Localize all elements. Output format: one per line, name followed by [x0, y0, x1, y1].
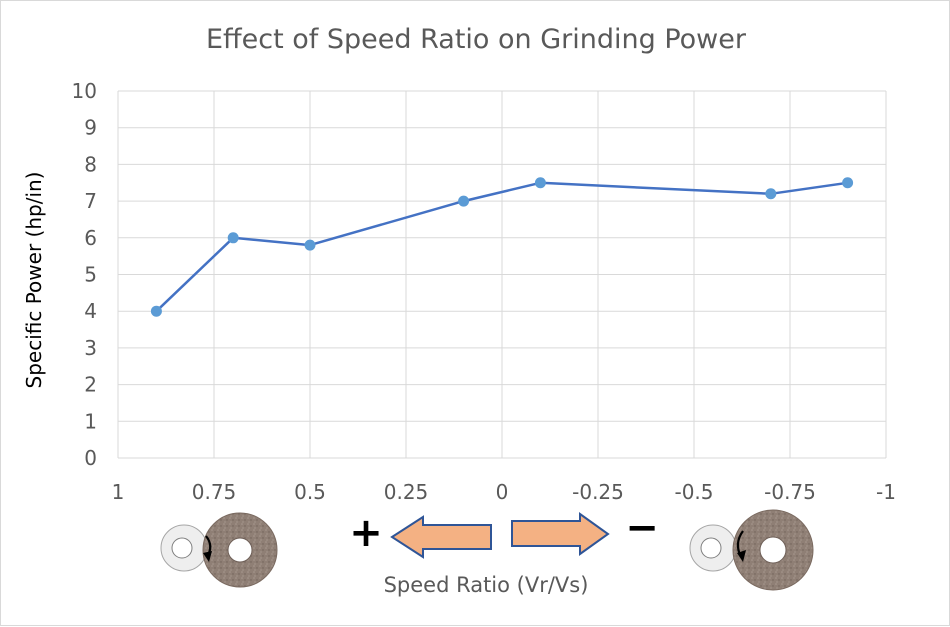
x-tick-label: 0.25	[384, 480, 429, 504]
x-tick-label: 0.5	[294, 480, 326, 504]
y-tick-label: 3	[84, 336, 97, 360]
x-tick-label: -1	[876, 480, 896, 504]
y-tick-label: 9	[84, 116, 97, 140]
x-axis-ticks: 1 0.75 0.5 0.25 0 -0.25 -0.5 -0.75 -1	[112, 480, 896, 504]
y-tick-label: 6	[84, 226, 97, 250]
data-point	[765, 188, 777, 200]
x-tick-label: -0.5	[674, 480, 713, 504]
negative-ratio-wheels-icon	[689, 509, 814, 591]
gridlines	[117, 90, 887, 459]
y-axis-ticks: 0 1 2 3 4 5 6 7 8 9 10	[72, 79, 97, 470]
x-tick-label: 0	[496, 480, 509, 504]
x-tick-label: -0.25	[572, 480, 624, 504]
y-tick-label: 2	[84, 373, 97, 397]
left-arrow-icon	[390, 515, 492, 559]
y-tick-label: 1	[84, 409, 97, 433]
data-point	[150, 305, 162, 317]
x-tick-label: 1	[112, 480, 125, 504]
y-tick-label: 7	[84, 189, 97, 213]
data-point	[458, 195, 470, 207]
y-axis-label: Specific Power (hp/in)	[22, 172, 46, 389]
chart-title: Effect of Speed Ratio on Grinding Power	[206, 24, 747, 55]
y-tick-label: 10	[72, 79, 97, 103]
data-series	[150, 177, 854, 317]
data-point	[227, 232, 239, 244]
negative-sign: −	[625, 505, 659, 551]
positive-sign: +	[349, 510, 383, 556]
y-tick-label: 5	[84, 263, 97, 287]
right-arrow-icon	[511, 512, 610, 556]
x-tick-label: 0.75	[192, 480, 237, 504]
positive-ratio-wheels-icon	[160, 512, 278, 588]
x-axis-label: Speed Ratio (Vr/Vs)	[384, 573, 589, 597]
data-point	[304, 239, 316, 251]
x-tick-label: -0.75	[764, 480, 816, 504]
data-point	[534, 177, 546, 189]
y-tick-label: 8	[84, 152, 97, 176]
y-tick-label: 0	[84, 446, 97, 470]
data-point	[842, 177, 854, 189]
y-tick-label: 4	[84, 299, 97, 323]
